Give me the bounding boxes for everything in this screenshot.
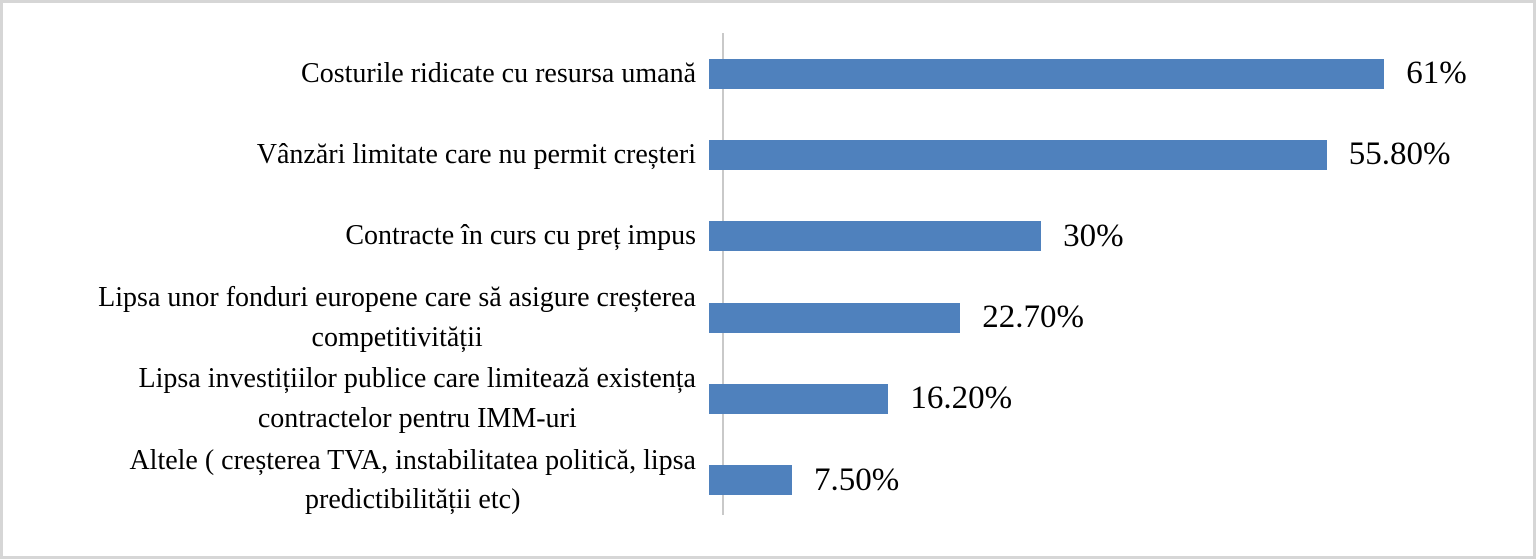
category-label: Lipsa investițiilor publice care limitea… (138, 363, 696, 434)
category-label-cell: Costurile ridicate cu resursa umană (3, 54, 709, 94)
category-label-cell: Contracte în curs cu preț impus (3, 216, 709, 256)
bar-cell: 55.80% (709, 114, 1533, 195)
category-label: Vânzări limitate care nu permit creșteri (256, 139, 696, 171)
bar-cell: 16.20% (709, 358, 1533, 439)
bar (709, 221, 1042, 252)
bar (709, 139, 1327, 170)
y-axis-line (722, 33, 724, 515)
category-label-cell: Lipsa investițiilor publice care limitea… (3, 359, 709, 439)
chart-row: Vânzări limitate care nu permit creșteri… (3, 114, 1533, 195)
bar-cell: 30% (709, 196, 1533, 277)
value-label: 55.80% (1348, 136, 1451, 173)
category-label: Contracte în curs cu preț impus (345, 220, 696, 252)
category-label-cell: Altele ( creșterea TVA, instabilitatea p… (3, 441, 709, 521)
bar-cell: 7.50% (709, 440, 1533, 521)
chart-row: Costurile ridicate cu resursa umană 61% (3, 33, 1533, 114)
chart-row: Lipsa investițiilor publice care limitea… (3, 358, 1533, 439)
bar (709, 383, 889, 414)
bar-cell: 22.70% (709, 277, 1533, 358)
value-label: 61% (1406, 55, 1467, 92)
value-label: 22.70% (982, 299, 1085, 336)
value-label: 30% (1063, 217, 1124, 254)
category-label-cell: Vânzări limitate care nu permit creșteri (3, 135, 709, 175)
bar-cell: 61% (709, 33, 1533, 114)
bar (709, 302, 961, 333)
category-label: Lipsa unor fonduri europene care să asig… (98, 281, 696, 353)
category-label: Altele ( creșterea TVA, instabilitatea p… (129, 444, 696, 516)
chart-row: Altele ( creșterea TVA, instabilitatea p… (3, 440, 1533, 521)
value-label: 7.50% (814, 461, 900, 498)
chart-rows: Costurile ridicate cu resursa umană 61% … (3, 33, 1533, 521)
category-label: Costurile ridicate cu resursa umană (301, 57, 696, 89)
category-label-cell: Lipsa unor fonduri europene care să asig… (3, 278, 709, 358)
bar (709, 58, 1385, 89)
value-label: 16.20% (910, 380, 1013, 417)
chart-row: Contracte în curs cu preț impus 30% (3, 196, 1533, 277)
chart-row: Lipsa unor fonduri europene care să asig… (3, 277, 1533, 358)
bar (709, 465, 793, 496)
